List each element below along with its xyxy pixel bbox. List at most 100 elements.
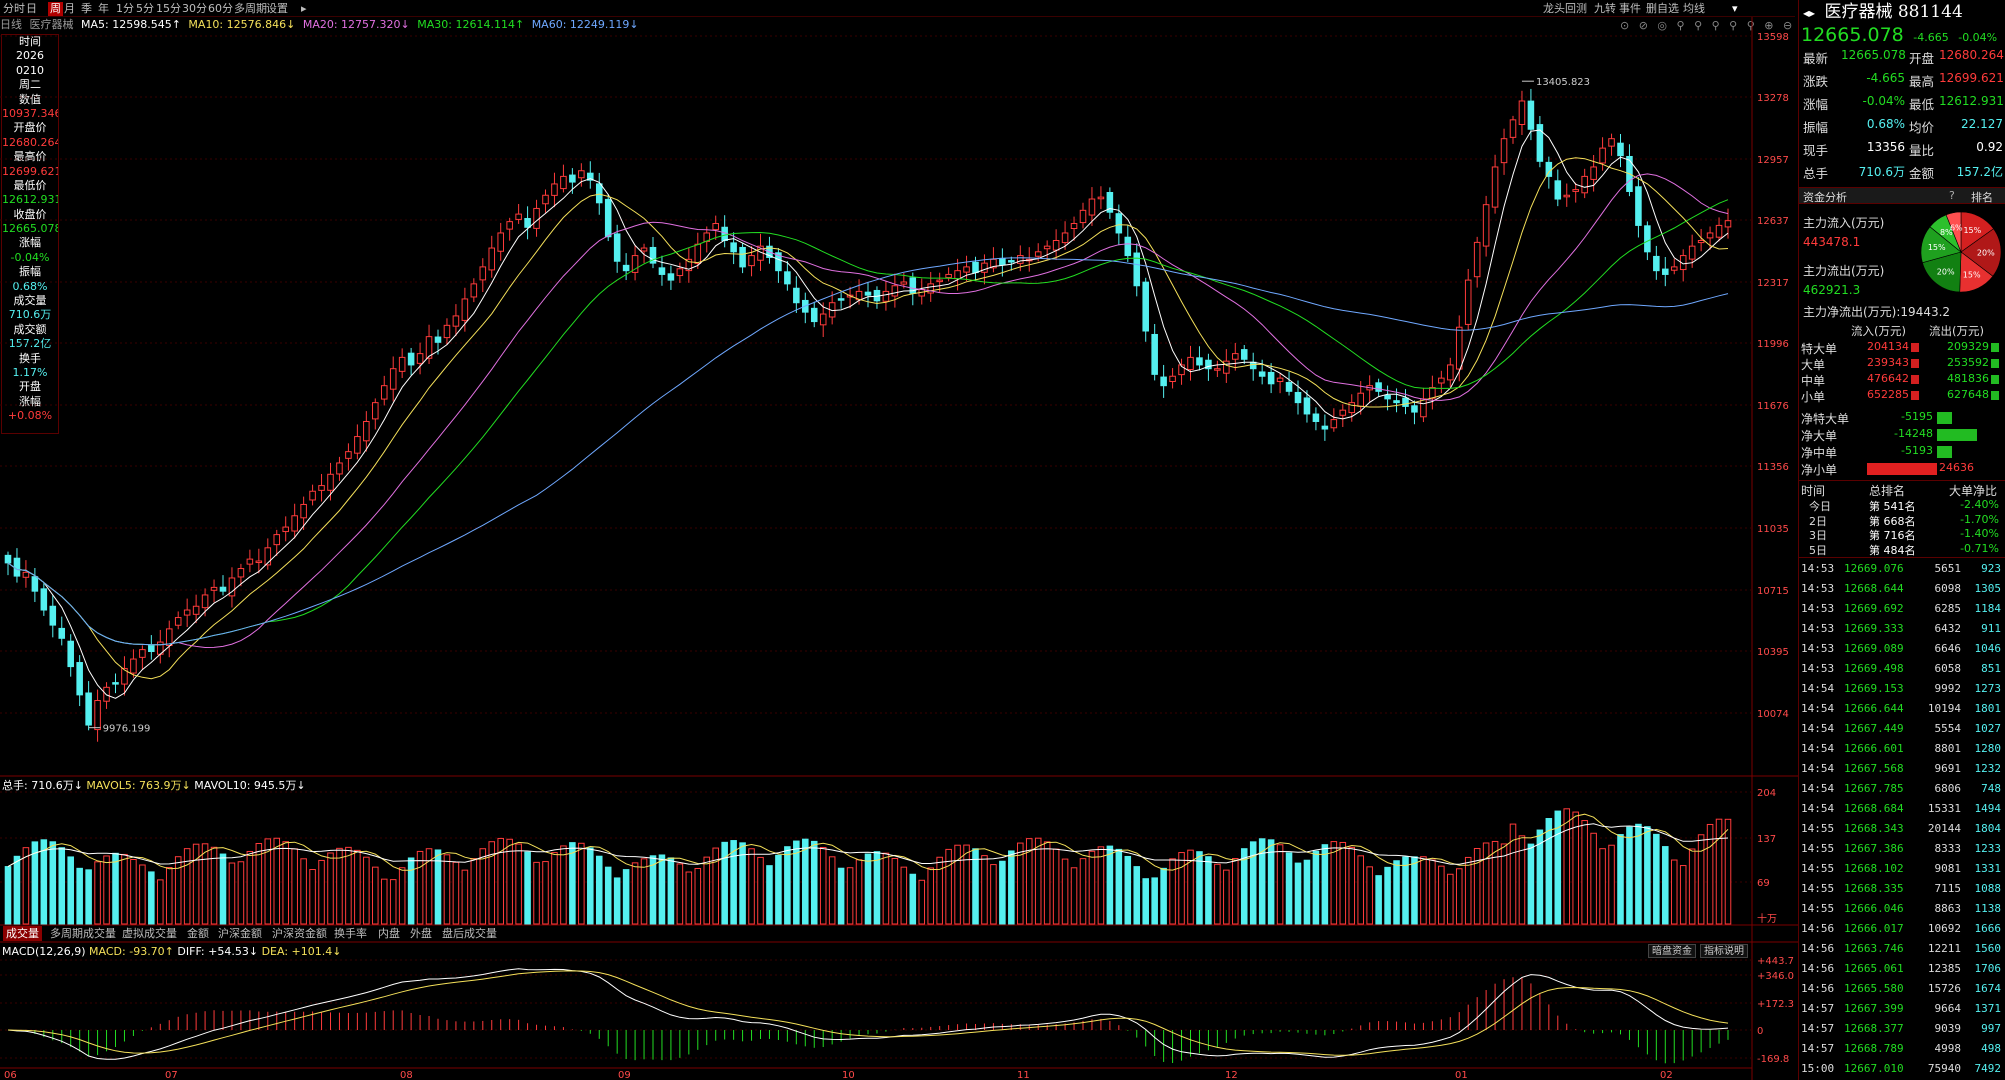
volume-bar [1617,834,1624,925]
period-button[interactable]: 月 [64,2,75,15]
period-button[interactable]: 分时 [3,2,25,15]
tab[interactable]: 内盘 [378,927,400,940]
stat-value: 12699.621 [1939,71,2004,85]
tab[interactable]: 换手率 [334,927,367,940]
period-button[interactable]: 多周期 [234,2,267,15]
tick-price: 12669.089 [1844,642,1904,655]
tool-button[interactable]: 龙头回测 [1543,2,1587,15]
dropdown-icon[interactable]: ▾ [1732,2,1738,15]
tick-volume: 15726 [1927,982,1961,995]
price-axis-label: 13278 [1757,93,1789,104]
candle-body [1088,198,1096,216]
volume-bar [336,847,343,925]
candle-body [1133,252,1141,287]
volume-bar [354,849,361,925]
period-button[interactable]: 5分 [136,2,154,15]
period-button[interactable]: 1分 [116,2,134,15]
stat-label: 均价 [1909,120,1935,135]
stat-label: 最低 [1909,97,1935,112]
tick-time: 14:53 [1801,582,1835,595]
expand-icon[interactable]: ◂▸ [1803,6,1816,20]
candle-body [515,213,522,220]
candle-body [1169,375,1176,382]
macd-axis-label: -169.8 [1757,1054,1789,1065]
candle-body [1267,371,1275,385]
price-axis-label: 12317 [1757,278,1789,289]
tab[interactable]: 外盘 [410,927,432,940]
rank-period: 2日 [1809,514,1827,528]
volume-bar [255,843,263,925]
rank-button[interactable]: 排名 [1971,191,1993,204]
outflow-label: 主力流出(万元) [1803,264,1885,278]
tool-button[interactable]: 事件 [1619,2,1641,15]
candle-body [1715,224,1723,238]
flow-out-value: 481836 [1947,372,1989,385]
price-axis-label: 11356 [1757,462,1789,473]
period-button[interactable]: 季 [81,2,92,15]
period-button[interactable]: 30分 [182,2,207,15]
tab[interactable]: 沪深金额 [218,927,262,940]
tab[interactable]: 沪深资金额 [272,927,327,940]
dark-fund-button[interactable]: 暗盘资金 [1648,944,1696,958]
volume-bar [183,848,191,925]
settings-button[interactable]: ▸ [301,2,307,15]
candle-body [542,194,549,205]
candle-body [551,183,558,196]
period-button[interactable]: 60分 [208,2,233,15]
volume-bar [273,837,281,925]
value-date: 0210 [16,63,44,77]
macd-name: MACD(12,26,9) [2,945,86,958]
tool-button[interactable]: 删自选 [1646,2,1679,15]
drawing-tools-icons[interactable]: ⊙ ⊘ ◎ ⚲ ⚲ ⚲ ⚲ ⚲ ⊕ ⊖ [1620,19,1796,32]
period-button[interactable]: 日 [26,2,37,15]
candle-body [685,258,693,272]
volume-bar [810,840,818,925]
period-button-active[interactable]: 周 [48,2,63,16]
volume-bar [595,855,603,925]
volume-bar [1509,823,1517,925]
tab[interactable]: 金额 [187,927,209,940]
candle-body [49,605,57,626]
volume-bar [1115,848,1123,925]
tick-row: 14:55 12668.343 20144 1804 [1799,819,2005,839]
tab[interactable]: 虚拟成交量 [122,927,177,940]
net-bar [1867,463,1937,475]
label-open-change: 开盘 [19,380,41,394]
candle-body [31,576,39,592]
volume-bar [1178,852,1185,925]
tab[interactable]: 盘后成交量 [442,927,497,940]
macd-value: MACD: -93.70↑ [89,945,174,958]
help-button[interactable]: ? [1949,189,1955,202]
ma5-line [7,129,1729,699]
period-button[interactable]: 15分 [156,2,181,15]
tick-count: 1804 [1974,822,2002,835]
stat-value: 0.68% [1866,117,1905,131]
tool-button[interactable]: 九转 [1594,2,1616,15]
volume-bar [40,839,48,925]
candle-body [954,270,961,280]
period-button[interactable]: 设置 [266,2,288,15]
candle-body [587,172,594,181]
period-button[interactable]: 年 [98,2,109,15]
stat-value: 22.127 [1961,117,2003,131]
tool-button[interactable]: 均线 [1683,2,1705,15]
tab[interactable]: 多周期成交量 [50,927,116,940]
kline-chart[interactable]: 13598 13278 12957 12637 12317 11996 11676 11356… [0,0,1798,1080]
month-label: 07 [165,1070,178,1080]
month-label: 06 [4,1070,17,1080]
volume-bar [85,869,92,925]
rank-head: 时间 [1801,484,1826,498]
volume-bar [1688,848,1696,925]
net-value: -5193 [1901,444,1933,457]
volume-bar [846,867,854,925]
volume-bar [345,846,352,925]
volume-bar [1536,829,1544,925]
volume-bar [1438,865,1445,925]
volume-bar [1196,851,1203,925]
stat-value: 12680.264 [1939,48,2004,62]
tab-volume[interactable]: 成交量 [3,926,42,941]
volume-bar [667,857,675,925]
period-label: 日线 [0,18,22,31]
tick-row: 14:57 12668.377 9039 997 [1799,1019,2005,1039]
indicator-help-button[interactable]: 指标说明 [1700,944,1748,958]
